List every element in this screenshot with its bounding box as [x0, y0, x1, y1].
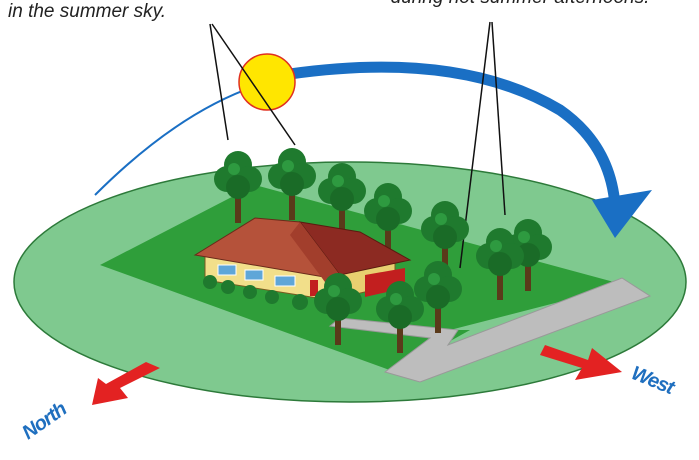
caption-right: during hot summer afternoons. — [391, 0, 650, 8]
house — [193, 217, 412, 301]
driveway — [328, 277, 652, 383]
north-label: North — [18, 398, 71, 444]
shrubs — [203, 275, 308, 310]
west-label: West — [628, 362, 679, 400]
caption-left: in the summer sky. — [8, 1, 166, 22]
sun-path-arrowhead — [592, 190, 652, 238]
sun — [238, 53, 296, 111]
sun-path — [289, 61, 621, 206]
north-arrow — [92, 362, 160, 405]
west-arrow — [540, 345, 622, 380]
